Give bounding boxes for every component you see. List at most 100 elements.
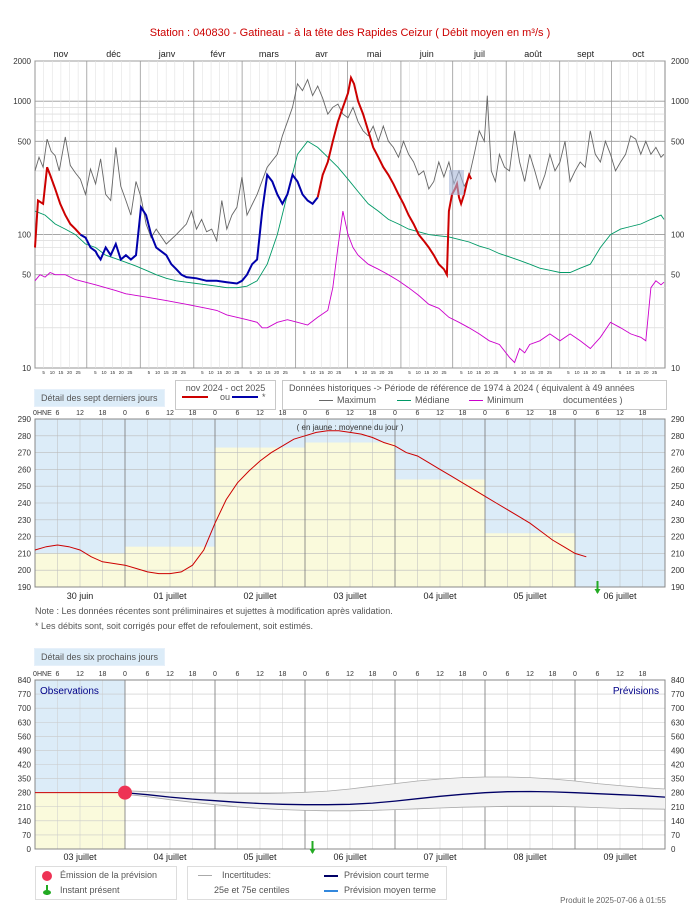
hour-tick-label: 18: [369, 671, 377, 678]
month-label: sept: [577, 49, 595, 59]
hour-tick-label: 18: [279, 410, 287, 417]
y-tick-left: 350: [18, 775, 32, 784]
day-tick-label: 15: [635, 370, 641, 375]
footer-produced: Produit le 2025-07-06 à 01:55: [560, 896, 666, 905]
y-tick-right: 10: [671, 364, 680, 373]
hour-tick-label: 12: [346, 410, 354, 417]
hour-tick-label: 12: [526, 410, 534, 417]
recent-series: [34, 430, 601, 594]
forecast-series: [35, 776, 666, 854]
y-tick-right: 0: [671, 845, 676, 854]
legend-historical: Données historiques -> Période de référe…: [282, 380, 667, 410]
day-tick-label: 15: [217, 370, 223, 375]
hour-tick-label: 0: [483, 410, 487, 417]
month-label: févr: [210, 49, 225, 59]
y-tick-right: 240: [671, 499, 685, 508]
y-tick-left: 500: [18, 137, 32, 146]
emission-marker: [118, 785, 132, 800]
hour-tick-label: 6: [326, 671, 330, 678]
day-tick-label: 25: [234, 370, 240, 375]
y-tick-left: 240: [18, 499, 32, 508]
month-label: juil: [473, 49, 485, 59]
hour-tick-label: 12: [76, 671, 84, 678]
hour-tick-label: 0: [573, 671, 577, 678]
note-corrected: * Les débits sont, soit corrigés pour ef…: [35, 621, 313, 631]
hour-tick-label: 6: [596, 410, 600, 417]
day-tick-label: 15: [266, 370, 272, 375]
day-tick-label: 10: [362, 370, 368, 375]
y-tick-left: 840: [18, 676, 32, 685]
hour-tick-label: 0: [303, 671, 307, 678]
legend-min-swatch: [469, 400, 483, 401]
month-label: oct: [632, 49, 645, 59]
y-tick-right: 270: [671, 449, 685, 458]
y-tick-left: 270: [18, 449, 32, 458]
y-tick-right: 70: [671, 831, 680, 840]
day-label: 03 juillet: [333, 591, 367, 601]
hour-tick-label: 12: [166, 671, 174, 678]
annual-grid: [34, 60, 666, 369]
legend-current-item2: *: [262, 392, 266, 402]
day-label: 07 juillet: [423, 852, 457, 862]
day-tick-label: 5: [514, 370, 517, 375]
legend-current-title: nov 2024 - oct 2025: [185, 383, 266, 393]
hour-tick-label: 6: [236, 671, 240, 678]
day-tick-label: 10: [257, 370, 263, 375]
day-tick-label: 20: [592, 370, 598, 375]
hour-tick-label: 6: [146, 410, 150, 417]
day-label: 03 juillet: [63, 852, 97, 862]
day-tick-label: 5: [355, 370, 358, 375]
y-tick-right: 220: [671, 533, 685, 542]
y-tick-right: 230: [671, 516, 685, 525]
hour-tick-label: 6: [56, 671, 60, 678]
legend-markers: Émission de la prévision Instant présent: [35, 866, 177, 900]
y-tick-right: 250: [671, 482, 685, 491]
y-tick-left: 0: [27, 845, 32, 854]
present-highlight: [449, 170, 464, 195]
day-tick-label: 25: [336, 370, 342, 375]
day-tick-label: 5: [94, 370, 97, 375]
hour-tick-label: 18: [369, 410, 377, 417]
hour-tick-label: 18: [459, 410, 467, 417]
month-label: déc: [106, 49, 121, 59]
day-label: 04 juillet: [423, 591, 457, 601]
day-tick-label: 15: [476, 370, 482, 375]
emission-marker-swatch: [42, 871, 52, 881]
y-tick-left: 280: [18, 789, 32, 798]
month-label: août: [524, 49, 542, 59]
day-label: 01 juillet: [153, 591, 187, 601]
hour-tick-label: 12: [256, 410, 264, 417]
day-tick-label: 10: [155, 370, 161, 375]
day-tick-label: 15: [530, 370, 536, 375]
y-tick-right: 840: [671, 676, 685, 685]
day-tick-label: 25: [442, 370, 448, 375]
legend-doc-label: documentées ): [563, 395, 623, 405]
day-label: 05 juillet: [243, 852, 277, 862]
legend-present-label: Instant présent: [60, 885, 120, 895]
legend-unc-label: Incertitudes:: [222, 870, 272, 880]
day-tick-label: 20: [538, 370, 544, 375]
y-tick-right: 420: [671, 761, 685, 770]
day-tick-label: 5: [249, 370, 252, 375]
day-tick-label: 5: [460, 370, 463, 375]
hour-tick-label: 12: [166, 410, 174, 417]
hour-tick-label: 0: [483, 671, 487, 678]
legend-unc-label2: 25e et 75e centiles: [214, 885, 290, 895]
month-label: mai: [367, 49, 382, 59]
month-label: juin: [419, 49, 434, 59]
hour-tick-label: 12: [76, 410, 84, 417]
hour-tick-label: 6: [506, 410, 510, 417]
y-tick-right: 500: [671, 137, 685, 146]
hour-tick-label: 18: [549, 671, 557, 678]
hour-tick-label: 12: [256, 671, 264, 678]
hour-tick-label: 6: [596, 671, 600, 678]
day-tick-label: 25: [388, 370, 394, 375]
series-line-minimum: [34, 211, 665, 364]
day-tick-label: 25: [493, 370, 499, 375]
day-tick-label: 20: [119, 370, 125, 375]
y-tick-left: 280: [18, 432, 32, 441]
y-tick-left: 200: [18, 566, 32, 575]
y-tick-left: 100: [18, 231, 32, 240]
day-tick-label: 10: [416, 370, 422, 375]
